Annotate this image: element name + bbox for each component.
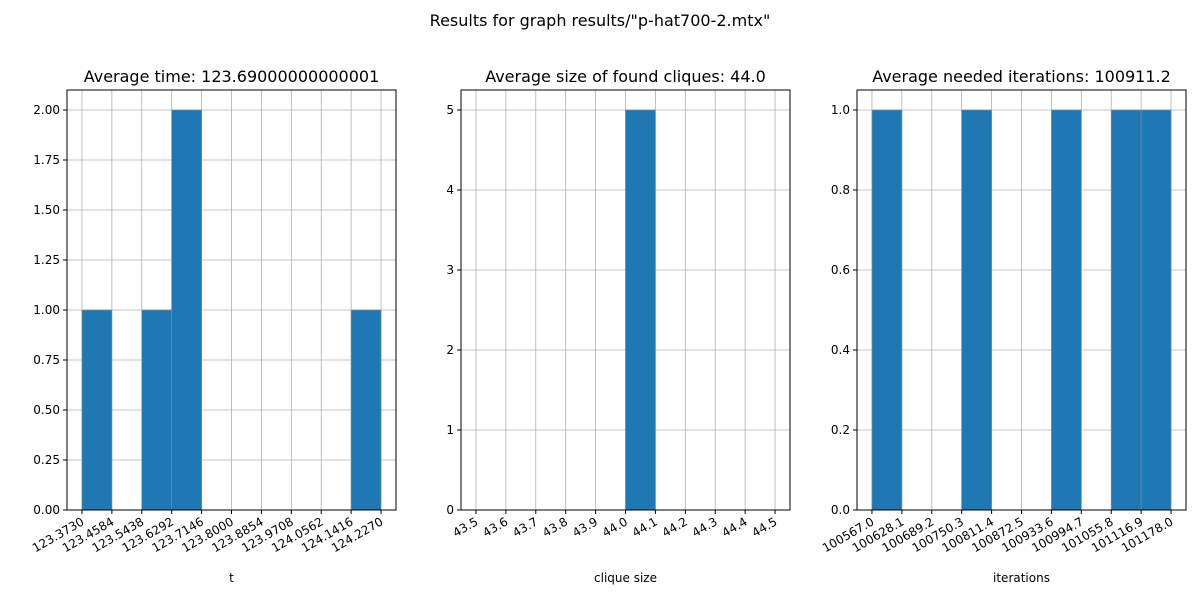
y-tick-label: 0.75 — [33, 353, 60, 367]
x-tick-label: 43.5 — [450, 514, 480, 539]
x-tick-label: 44.0 — [600, 514, 630, 539]
bar — [1110, 109, 1142, 511]
x-tick-label: 43.8 — [540, 514, 570, 539]
bar — [141, 309, 172, 511]
bar — [171, 109, 202, 511]
y-tick-label: 1.00 — [33, 303, 60, 317]
x-axis-label: t — [229, 571, 234, 585]
y-tick-label: 1.75 — [33, 153, 60, 167]
y-tick-label: 0.25 — [33, 453, 60, 467]
x-axis-label: iterations — [993, 571, 1050, 585]
x-tick-label: 44.2 — [660, 514, 690, 539]
y-tick-label: 4 — [446, 183, 454, 197]
y-tick-label: 0.4 — [831, 343, 850, 357]
y-tick-label: 1.0 — [831, 103, 850, 117]
x-tick-label: 44.4 — [719, 514, 749, 539]
y-tick-label: 0.50 — [33, 403, 60, 417]
x-tick-label: 43.7 — [510, 514, 540, 539]
bar — [625, 109, 656, 511]
y-tick-label: 1.25 — [33, 253, 60, 267]
y-tick-label: 2 — [446, 343, 454, 357]
bar — [871, 109, 903, 511]
bar — [961, 109, 992, 511]
x-tick-label: 44.5 — [749, 514, 779, 539]
y-tick-label: 5 — [446, 103, 454, 117]
chart-title: Average time: 123.69000000000001 — [84, 67, 380, 86]
y-tick-label: 0 — [446, 503, 454, 517]
x-axis-label: clique size — [594, 571, 657, 585]
y-tick-label: 0.0 — [831, 503, 850, 517]
bar — [81, 309, 113, 511]
chart-title: Average size of found cliques: 44.0 — [485, 67, 766, 86]
y-tick-label: 1 — [446, 423, 454, 437]
y-tick-label: 1.50 — [33, 203, 60, 217]
bar — [1140, 109, 1172, 511]
x-tick-label: 44.1 — [630, 514, 660, 539]
y-tick-label: 0.6 — [831, 263, 850, 277]
chart-title: Average needed iterations: 100911.2 — [872, 67, 1171, 86]
y-tick-label: 0.00 — [33, 503, 60, 517]
bar — [350, 309, 382, 511]
bar — [1051, 109, 1082, 511]
y-tick-label: 0.8 — [831, 183, 850, 197]
x-tick-label: 44.3 — [690, 514, 720, 539]
x-tick-label: 43.9 — [570, 514, 600, 539]
y-tick-label: 3 — [446, 263, 454, 277]
x-tick-label: 43.6 — [480, 514, 510, 539]
figure-title: Results for graph results/"p-hat700-2.mt… — [430, 11, 771, 30]
y-tick-label: 2.00 — [33, 103, 60, 117]
y-tick-label: 0.2 — [831, 423, 850, 437]
